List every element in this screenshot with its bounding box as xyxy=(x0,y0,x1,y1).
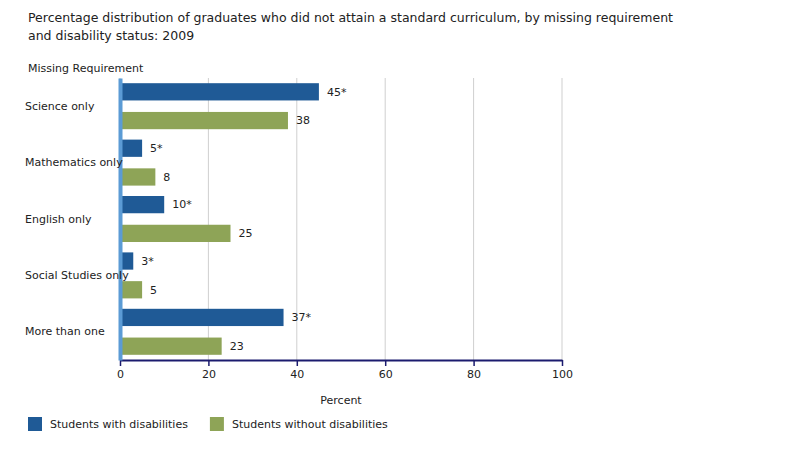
legend: Students with disabilities Students witho… xyxy=(28,417,388,431)
bar xyxy=(120,196,164,213)
x-axis-label: Percent xyxy=(320,394,362,407)
legend-swatch xyxy=(28,417,42,431)
y-tick-label: English only xyxy=(25,213,92,226)
bar xyxy=(120,281,142,298)
x-tick: 60 xyxy=(379,360,393,381)
data-label: 45* xyxy=(327,86,347,99)
x-tick-mark xyxy=(297,360,299,366)
data-label: 5 xyxy=(150,284,157,297)
bar xyxy=(120,225,231,242)
y-tick: Social Studies only xyxy=(25,269,129,282)
bar xyxy=(120,309,284,326)
y-axis: Science only Mathematics only English only… xyxy=(25,79,129,361)
x-tick: 20 xyxy=(202,360,216,381)
bar xyxy=(120,112,288,129)
y-tick: English only xyxy=(25,213,92,226)
y-axis-line xyxy=(119,79,123,361)
x-tick: 100 xyxy=(552,360,573,381)
bar xyxy=(120,338,222,355)
x-tick-mark xyxy=(208,360,210,366)
y-axis-label: Missing Requirement xyxy=(28,62,144,75)
legend-label: Students without disabilities xyxy=(232,418,388,431)
x-tick: 80 xyxy=(467,360,481,381)
x-tick-label: 0 xyxy=(117,368,124,381)
data-label: 3* xyxy=(141,255,154,268)
grid-line xyxy=(385,78,386,360)
x-tick-mark xyxy=(120,360,122,366)
x-tick-mark xyxy=(385,360,387,366)
data-label: 8 xyxy=(163,171,170,184)
bars xyxy=(120,83,319,355)
legend-swatch xyxy=(210,417,224,431)
y-tick-label: Mathematics only xyxy=(25,156,123,169)
legend-item: Students with disabilities xyxy=(28,417,188,431)
y-tick: More than one xyxy=(25,325,105,338)
data-label: 10* xyxy=(172,198,192,211)
x-tick-label: 60 xyxy=(379,368,393,381)
x-tick-mark xyxy=(562,360,564,366)
data-labels: 45* 5* 10* 3* 37* 38 8 25 5 23 xyxy=(141,86,347,353)
data-label: 5* xyxy=(150,142,163,155)
y-tick-label: More than one xyxy=(25,325,105,338)
grid-line xyxy=(562,78,563,360)
x-axis-line xyxy=(121,360,563,362)
grid-line xyxy=(473,78,474,360)
bar xyxy=(120,168,155,185)
data-label: 38 xyxy=(296,114,310,127)
data-label: 23 xyxy=(230,340,244,353)
x-tick: 40 xyxy=(290,360,304,381)
x-tick-label: 100 xyxy=(552,368,573,381)
title-group: Percentage distribution of graduates who… xyxy=(28,10,673,43)
x-tick-mark xyxy=(473,360,475,366)
data-label: 37* xyxy=(292,311,312,324)
x-tick-label: 40 xyxy=(290,368,304,381)
title: and disability status: 2009 xyxy=(28,28,194,43)
legend-label: Students with disabilities xyxy=(50,418,188,431)
grid-line xyxy=(120,78,121,360)
grid xyxy=(120,78,562,360)
x-tick-label: 20 xyxy=(202,368,216,381)
y-tick-label: Social Studies only xyxy=(25,269,129,282)
title: Percentage distribution of graduates who… xyxy=(28,10,673,25)
x-tick: 0 xyxy=(117,360,124,381)
y-tick-label: Science only xyxy=(25,100,95,113)
y-tick: Science only xyxy=(25,100,95,113)
x-axis: 0 20 40 60 80 100 xyxy=(117,360,573,381)
legend-item: Students without disabilities xyxy=(210,417,388,431)
data-label: 25 xyxy=(239,227,253,240)
x-tick-label: 80 xyxy=(467,368,481,381)
bar xyxy=(120,140,142,157)
chart: Percentage distribution of graduates who… xyxy=(0,0,800,460)
y-tick: Mathematics only xyxy=(25,156,123,169)
bar xyxy=(120,83,319,100)
